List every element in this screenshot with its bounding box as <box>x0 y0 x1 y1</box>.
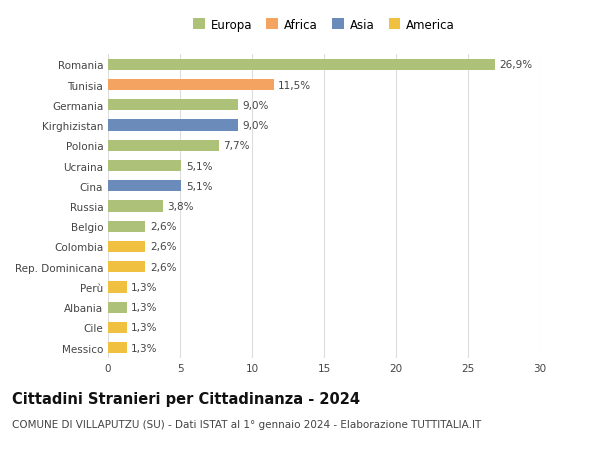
Bar <box>108 322 127 333</box>
Bar <box>108 221 145 232</box>
Bar <box>108 161 181 172</box>
Text: Cittadini Stranieri per Cittadinanza - 2024: Cittadini Stranieri per Cittadinanza - 2… <box>12 391 360 406</box>
Bar <box>108 140 219 151</box>
Bar <box>108 120 238 131</box>
Bar <box>108 262 145 273</box>
Text: 9,0%: 9,0% <box>242 101 268 111</box>
Bar <box>108 80 274 91</box>
Text: 5,1%: 5,1% <box>186 181 212 191</box>
Bar <box>108 60 496 71</box>
Text: 11,5%: 11,5% <box>278 80 311 90</box>
Text: 2,6%: 2,6% <box>150 262 176 272</box>
Text: 5,1%: 5,1% <box>186 161 212 171</box>
Text: 7,7%: 7,7% <box>223 141 250 151</box>
Bar <box>108 302 127 313</box>
Text: COMUNE DI VILLAPUTZU (SU) - Dati ISTAT al 1° gennaio 2024 - Elaborazione TUTTITA: COMUNE DI VILLAPUTZU (SU) - Dati ISTAT a… <box>12 419 481 429</box>
Text: 2,6%: 2,6% <box>150 242 176 252</box>
Legend: Europa, Africa, Asia, America: Europa, Africa, Asia, America <box>188 14 460 36</box>
Text: 3,8%: 3,8% <box>167 202 194 212</box>
Text: 2,6%: 2,6% <box>150 222 176 232</box>
Bar <box>108 342 127 353</box>
Text: 1,3%: 1,3% <box>131 343 158 353</box>
Bar <box>108 100 238 111</box>
Bar <box>108 282 127 293</box>
Text: 1,3%: 1,3% <box>131 302 158 313</box>
Text: 9,0%: 9,0% <box>242 121 268 131</box>
Text: 1,3%: 1,3% <box>131 282 158 292</box>
Bar <box>108 201 163 212</box>
Text: 26,9%: 26,9% <box>500 60 533 70</box>
Bar <box>108 241 145 252</box>
Bar <box>108 181 181 192</box>
Text: 1,3%: 1,3% <box>131 323 158 333</box>
